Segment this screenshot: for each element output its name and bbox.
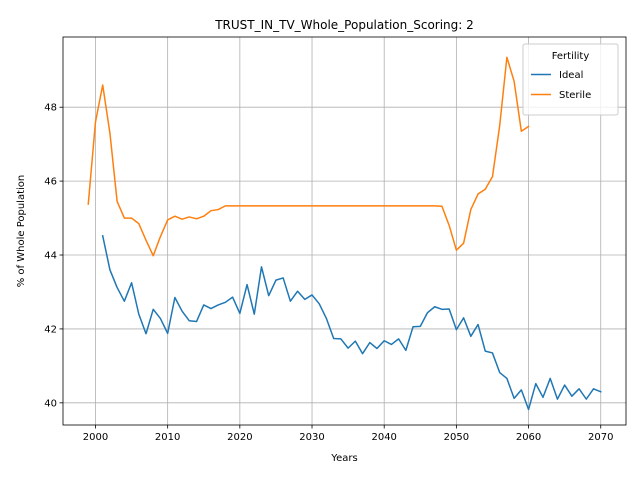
x-tick-label: 2020 bbox=[227, 432, 252, 443]
series-line-ideal bbox=[101, 234, 602, 411]
legend-box bbox=[522, 43, 619, 116]
x-tick-label: 2050 bbox=[444, 432, 469, 443]
legend: Fertility Ideal Sterile bbox=[522, 43, 619, 116]
legend-title: Fertility bbox=[552, 51, 590, 62]
x-tick-label: 2040 bbox=[371, 432, 396, 443]
legend-label-ideal: Ideal bbox=[559, 70, 583, 81]
x-tick-label: 2000 bbox=[83, 432, 108, 443]
x-axis-title: Years bbox=[330, 453, 357, 464]
y-axis-title: % of Whole Population bbox=[16, 175, 27, 288]
chart-title: TRUST_IN_TV_Whole_Population_Scoring: 2 bbox=[214, 18, 474, 32]
legend-label-sterile: Sterile bbox=[559, 90, 591, 101]
y-tick-label: 46 bbox=[44, 177, 57, 188]
x-tick-label: 2030 bbox=[299, 432, 324, 443]
axis-ticks: 2000 2010 2020 2030 2040 2050 2060 2070 40 42 44 46… bbox=[44, 103, 613, 443]
y-tick-label: 48 bbox=[44, 103, 57, 114]
series-line-sterile bbox=[87, 56, 530, 257]
series-lines bbox=[87, 56, 602, 411]
y-tick-label: 44 bbox=[44, 251, 57, 262]
y-tick-label: 40 bbox=[44, 398, 57, 409]
plot-frame bbox=[62, 36, 627, 426]
x-tick-label: 2060 bbox=[516, 432, 541, 443]
y-tick-label: 42 bbox=[44, 324, 57, 335]
x-tick-label: 2010 bbox=[155, 432, 180, 443]
x-tick-label: 2070 bbox=[588, 432, 613, 443]
